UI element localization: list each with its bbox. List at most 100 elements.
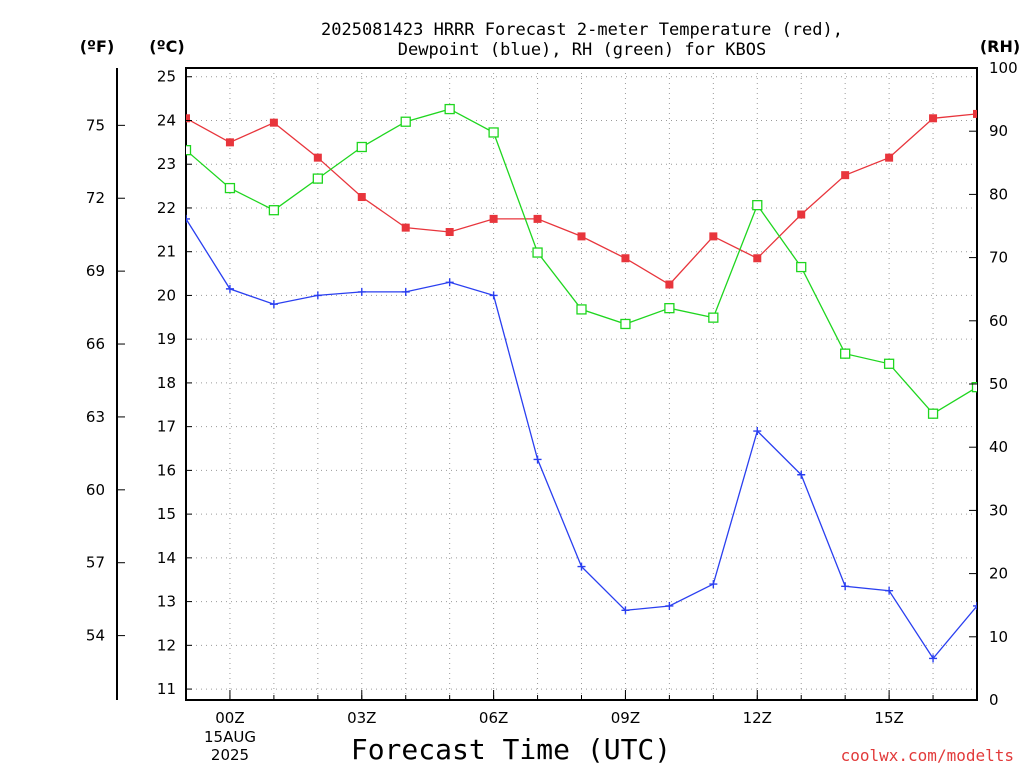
- series-layer: [186, 103, 977, 663]
- rh-tick-label: 90: [989, 122, 1008, 140]
- temperature-point: [621, 254, 630, 263]
- unit-label-rh: (RH): [980, 37, 1020, 56]
- temperature-point: [885, 153, 894, 162]
- rh-tick-label: 80: [989, 185, 1008, 203]
- rh-point: [224, 182, 236, 194]
- celsius-tick-label: 11: [157, 680, 176, 698]
- temperature-point: [269, 118, 278, 127]
- temperature-point: [401, 223, 410, 232]
- temperature-point: [709, 232, 718, 241]
- dewpoint-point: [533, 455, 542, 464]
- fahrenheit-tick-label: 57: [86, 554, 105, 572]
- temperature-point: [753, 254, 762, 263]
- temperature-point: [489, 214, 498, 223]
- x-tick-label: 12Z: [743, 709, 772, 727]
- celsius-tick-label: 17: [157, 418, 176, 436]
- fahrenheit-tick-label: 63: [86, 408, 105, 426]
- temperature-point: [929, 114, 938, 123]
- fahrenheit-tick-label: 75: [86, 116, 105, 134]
- dewpoint-point: [973, 601, 977, 610]
- temperature-point: [225, 138, 234, 147]
- dewpoint-point: [709, 580, 718, 589]
- rh-point: [840, 348, 851, 359]
- x-tick-label: 15Z: [874, 709, 903, 727]
- rh-tick-label: 10: [989, 628, 1008, 646]
- dewpoint-point: [577, 562, 586, 571]
- rh-tick-label: 50: [989, 375, 1008, 393]
- temperature-point: [577, 232, 586, 241]
- fahrenheit-tick-label: 60: [86, 481, 105, 499]
- celsius-tick-label: 14: [157, 549, 176, 567]
- dewpoint-point: [621, 606, 630, 615]
- date-label-line-2: 2025: [211, 746, 249, 764]
- rh-point: [356, 141, 367, 153]
- dewpoint-point: [841, 582, 850, 591]
- rh-point: [488, 127, 499, 138]
- celsius-tick-label: 23: [157, 155, 176, 173]
- rh-point: [796, 261, 807, 273]
- fahrenheit-tick-label: 66: [86, 335, 105, 353]
- celsius-tick-label: 15: [157, 505, 176, 523]
- temperature-point: [357, 193, 366, 202]
- dewpoint-point: [665, 601, 674, 610]
- dewpoint-point: [797, 470, 806, 479]
- dewpoint-point: [313, 291, 322, 300]
- x-tick-label: 06Z: [479, 709, 508, 727]
- temperature-series: [186, 109, 977, 289]
- rh-tick-label: 30: [989, 501, 1008, 519]
- dewpoint-point: [186, 214, 190, 223]
- rh-tick-label: 40: [989, 438, 1008, 456]
- rh-point: [444, 103, 455, 115]
- dewpoint-point: [929, 654, 938, 663]
- rh-point: [708, 312, 719, 323]
- fahrenheit-tick-label: 72: [86, 189, 105, 207]
- axis-layer: 11 12 13 14 15 16 17 18 19 20 21 22 23 24 25 54 57 60 63 66…: [86, 59, 1018, 727]
- rh-point: [400, 116, 411, 127]
- rh-tick-label: 0: [989, 691, 999, 709]
- temperature-point: [797, 210, 806, 219]
- celsius-tick-label: 25: [157, 68, 176, 86]
- rh-point: [532, 247, 543, 258]
- celsius-tick-label: 13: [157, 593, 176, 611]
- celsius-tick-label: 22: [157, 199, 176, 217]
- x-tick-label: 03Z: [347, 709, 376, 727]
- dewpoint-point: [489, 291, 498, 300]
- rh-point: [620, 318, 631, 330]
- temperature-point: [841, 171, 850, 180]
- rh-point: [312, 173, 323, 184]
- date-label-line-1: 15AUG: [204, 728, 256, 746]
- celsius-tick-label: 16: [157, 461, 176, 479]
- temperature-point: [665, 280, 674, 289]
- rh-point: [752, 199, 763, 211]
- rh-point: [186, 145, 192, 156]
- temperature-point: [186, 114, 190, 123]
- unit-label-celsius: (ºC): [149, 37, 184, 56]
- celsius-tick-label: 19: [157, 330, 176, 348]
- dewpoint-point: [885, 586, 894, 595]
- rh-point: [664, 303, 675, 314]
- dewpoint-point: [445, 278, 454, 287]
- x-axis-title: Forecast Time (UTC): [351, 733, 671, 766]
- grid-layer: [186, 68, 977, 700]
- rh-point: [268, 205, 280, 216]
- dewpoint-point: [225, 284, 234, 293]
- rh-point: [883, 358, 895, 369]
- fahrenheit-tick-label: 69: [86, 262, 105, 280]
- dewpoint-series: [186, 214, 977, 663]
- credit-label: coolwx.com/modelts: [841, 746, 1014, 765]
- fahrenheit-tick-label: 54: [86, 627, 105, 645]
- rh-point: [576, 304, 587, 315]
- temperature-point: [445, 228, 454, 237]
- dewpoint-point: [401, 287, 410, 296]
- rh-tick-label: 20: [989, 565, 1008, 583]
- x-tick-label: 09Z: [611, 709, 640, 727]
- temperature-point: [313, 153, 322, 162]
- dewpoint-point: [357, 287, 366, 296]
- rh-tick-label: 70: [989, 249, 1008, 267]
- celsius-tick-label: 24: [157, 111, 176, 129]
- chart-title-line-1: 2025081423 HRRR Forecast 2-meter Tempera…: [321, 20, 843, 40]
- rh-point: [927, 408, 939, 419]
- rh-series: [186, 103, 977, 419]
- temperature-point: [533, 214, 542, 223]
